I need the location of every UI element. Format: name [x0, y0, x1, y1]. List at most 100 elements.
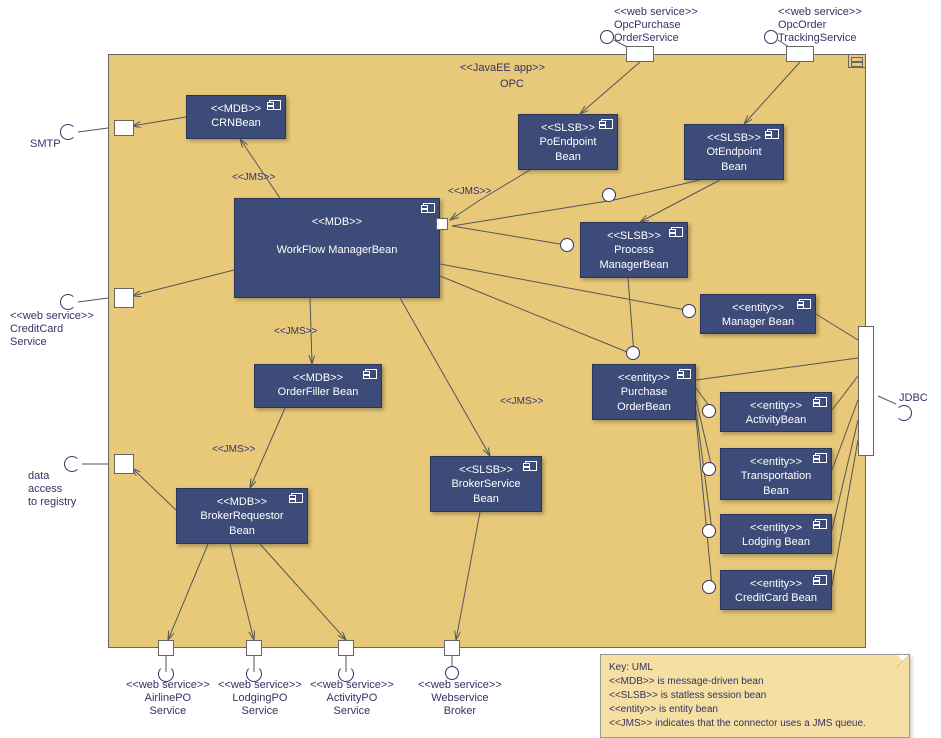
- lodging-ball-icon: [702, 524, 716, 538]
- jms-label-2: <<JMS>>: [448, 186, 491, 197]
- opc-purchase-label: <<web service>> OpcPurchase OrderService: [614, 6, 698, 46]
- jdbc-socket-icon: [896, 405, 912, 421]
- comp-name: BrokerService Bean: [435, 477, 537, 506]
- stereotype: <<entity>>: [725, 521, 827, 535]
- credit-ball-icon: [702, 580, 716, 594]
- stereotype: <<MDB>>: [181, 495, 303, 509]
- creditcard-service-label: <<web service>> CreditCard Service: [10, 310, 94, 350]
- webbroker-label: <<web service>> Webservice Broker: [418, 679, 502, 719]
- note-line: <<entity>> is entity bean: [609, 703, 901, 717]
- mgrbean-ball-icon: [682, 304, 696, 318]
- stereotype: <<entity>>: [725, 577, 827, 591]
- comp-name: BrokerRequestor Bean: [181, 509, 303, 538]
- creditcard-socket-icon: [60, 294, 76, 310]
- component-icon: [799, 299, 811, 309]
- jms-label-4: <<JMS>>: [212, 444, 255, 455]
- smtp-label: SMTP: [30, 138, 61, 151]
- pobean-ball-icon: [626, 346, 640, 360]
- broker-requestor-bean: <<MDB>> BrokerRequestor Bean: [176, 488, 308, 544]
- comp-name: Manager Bean: [705, 315, 811, 329]
- component-icon: [269, 100, 281, 110]
- procmgr-ball2-icon: [602, 188, 616, 202]
- activity-socket-icon: [338, 666, 354, 682]
- comp-name: Transportation Bean: [725, 469, 827, 498]
- stereotype: <<MDB>>: [259, 371, 377, 385]
- dataaccess-socket-icon: [64, 456, 80, 472]
- data-access-port: [114, 454, 134, 474]
- transportation-bean: <<entity>> Transportation Bean: [720, 448, 832, 500]
- stereotype: <<entity>>: [725, 399, 827, 413]
- note-line: <<MDB>> is message-driven bean: [609, 675, 901, 689]
- jms-label-3: <<JMS>>: [274, 326, 317, 337]
- comp-name: ActivityBean: [725, 413, 827, 427]
- component-icon: [815, 575, 827, 585]
- comp-name: Lodging Bean: [725, 535, 827, 549]
- webbroker-ball-icon: [445, 666, 459, 680]
- process-manager-bean: <<SLSB>> Process ManagerBean: [580, 222, 688, 278]
- component-icon: [365, 369, 377, 379]
- component-icon: [679, 369, 691, 379]
- opc-purchase-port: [626, 46, 654, 62]
- poendpoint-bean: <<SLSB>> PoEndpoint Bean: [518, 114, 618, 170]
- opc-order-port: [786, 46, 814, 62]
- component-icon: [671, 227, 683, 237]
- lodging-port: [246, 640, 262, 656]
- container-stereotype: <<JavaEE app>>: [460, 62, 545, 74]
- comp-name: PoEndpoint Bean: [523, 135, 613, 164]
- container-icon: [848, 54, 866, 68]
- component-icon: [767, 129, 779, 139]
- component-icon: [815, 397, 827, 407]
- activity-ball-icon: [702, 404, 716, 418]
- stereotype: <<entity>>: [725, 455, 827, 469]
- creditcard-port: [114, 288, 134, 308]
- opc-purchase-ball-icon: [600, 30, 614, 44]
- smtp-port: [114, 120, 134, 136]
- note-line: <<JMS>> indicates that the connector use…: [609, 717, 901, 731]
- note-line: Key: UML: [609, 661, 901, 675]
- stereotype: <<MDB>>: [239, 215, 435, 229]
- purchase-order-bean: <<entity>> Purchase OrderBean: [592, 364, 696, 420]
- lodging-bean: <<entity>> Lodging Bean: [720, 514, 832, 554]
- note-line: <<SLSB>> is statless session bean: [609, 689, 901, 703]
- activitypo-label: <<web service>> ActivityPO Service: [310, 679, 394, 719]
- crn-bean: <<MDB>> CRNBean: [186, 95, 286, 139]
- opc-order-label: <<web service>> OpcOrder TrackingService: [778, 6, 862, 46]
- comp-name: Process ManagerBean: [585, 243, 683, 272]
- procmgr-ball-icon: [560, 238, 574, 252]
- transport-ball-icon: [702, 462, 716, 476]
- stereotype: <<SLSB>>: [435, 463, 537, 477]
- creditcard-bean: <<entity>> CreditCard Bean: [720, 570, 832, 610]
- otendpoint-bean: <<SLSB>> OtEndpoint Bean: [684, 124, 784, 180]
- lodging-socket-icon: [246, 666, 262, 682]
- comp-name: CreditCard Bean: [725, 591, 827, 605]
- container-name: OPC: [500, 78, 524, 90]
- activity-bean: <<entity>> ActivityBean: [720, 392, 832, 432]
- airline-port: [158, 640, 174, 656]
- webbroker-port: [444, 640, 460, 656]
- comp-name: OtEndpoint Bean: [689, 145, 779, 174]
- component-icon: [525, 461, 537, 471]
- manager-bean: <<entity>> Manager Bean: [700, 294, 816, 334]
- broker-service-bean: <<SLSB>> BrokerService Bean: [430, 456, 542, 512]
- jms-label-5: <<JMS>>: [500, 396, 543, 407]
- opc-order-ball-icon: [764, 30, 778, 44]
- component-icon: [291, 493, 303, 503]
- airline-socket-icon: [158, 666, 174, 682]
- comp-name: OrderFiller Bean: [259, 385, 377, 399]
- airline-label: <<web service>> AirlinePO Service: [126, 679, 210, 719]
- wfm-port: [436, 218, 448, 230]
- jdbc-port: [858, 326, 874, 456]
- smtp-socket-icon: [60, 124, 76, 140]
- comp-name: CRNBean: [191, 116, 281, 130]
- workflow-manager-bean: <<MDB>> WorkFlow ManagerBean: [234, 198, 440, 298]
- component-icon: [423, 203, 435, 213]
- jms-label-1: <<JMS>>: [232, 172, 275, 183]
- orderfiller-bean: <<MDB>> OrderFiller Bean: [254, 364, 382, 408]
- comp-name: Purchase OrderBean: [597, 385, 691, 414]
- component-icon: [815, 453, 827, 463]
- stereotype: <<entity>>: [705, 301, 811, 315]
- component-icon: [601, 119, 613, 129]
- activity-port: [338, 640, 354, 656]
- lodgingpo-label: <<web service>> LodgingPO Service: [218, 679, 302, 719]
- data-access-label: data access to registry: [28, 470, 76, 510]
